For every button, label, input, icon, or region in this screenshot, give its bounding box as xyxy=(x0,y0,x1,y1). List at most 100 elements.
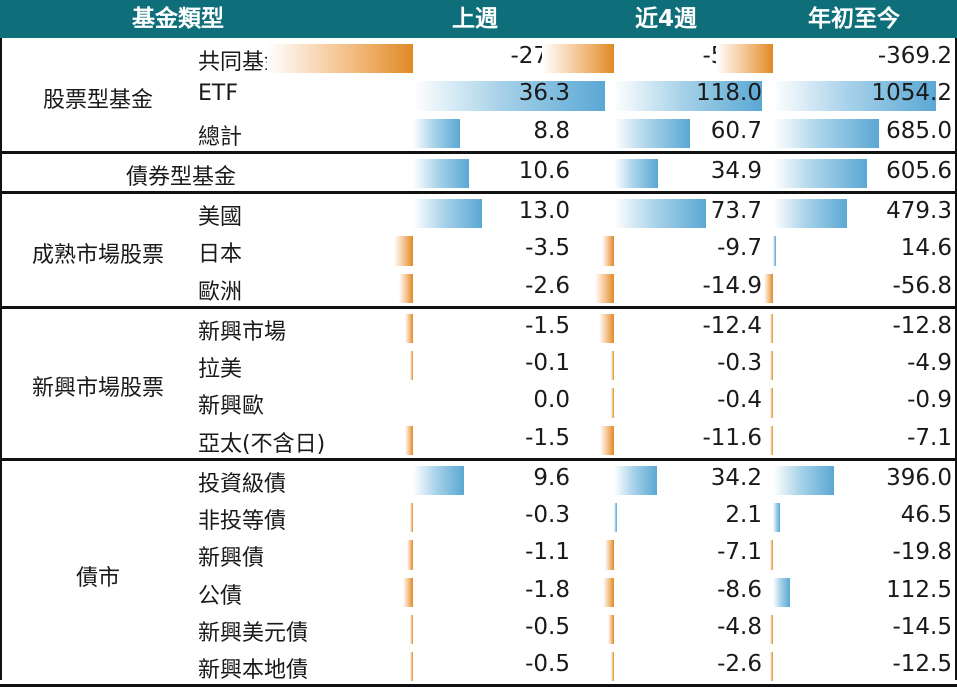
value-cell: 14.6 xyxy=(900,235,952,262)
value-cell: 9.6 xyxy=(533,464,570,491)
value-bar xyxy=(770,652,773,682)
value-bar xyxy=(267,44,413,74)
value-cell: -14.5 xyxy=(892,613,952,640)
value-cell: -1.1 xyxy=(525,539,570,566)
value-bar xyxy=(773,81,937,111)
value-cell: -0.3 xyxy=(525,502,570,528)
value-bar xyxy=(611,351,614,381)
row-label: 投資級債 xyxy=(198,471,287,497)
section-name: 債券型基金 xyxy=(126,165,237,191)
value-bar xyxy=(770,388,773,418)
value-cell: -19.8 xyxy=(892,539,952,566)
value-bar xyxy=(394,236,413,266)
value-bar xyxy=(764,273,773,303)
value-bar xyxy=(598,313,614,343)
value-bar xyxy=(405,313,413,343)
value-cell: 0.0 xyxy=(533,387,570,414)
value-bar xyxy=(773,236,776,266)
value-bar xyxy=(770,351,773,381)
row-label: 亞太(不含日) xyxy=(198,431,326,457)
value-bar xyxy=(610,652,614,682)
value-bar xyxy=(715,44,773,74)
value-bar xyxy=(410,652,413,682)
value-cell: -0.4 xyxy=(717,387,762,414)
value-bar xyxy=(773,577,791,607)
value-cell: 685.0 xyxy=(886,117,952,144)
value-cell: -1.8 xyxy=(525,576,570,603)
value-cell: -12.5 xyxy=(892,651,952,677)
value-cell: -1.5 xyxy=(525,312,570,339)
value-cell: -0.3 xyxy=(717,350,762,376)
header-four-weeks: 近4週 xyxy=(635,6,698,32)
value-cell: -9.7 xyxy=(717,235,762,262)
value-cell: -56.8 xyxy=(892,272,952,299)
row-label: 新興歐 xyxy=(198,394,265,420)
section-divider xyxy=(0,457,957,461)
value-bar xyxy=(601,236,614,266)
header-ytd: 年初至今 xyxy=(808,6,900,32)
value-cell: 479.3 xyxy=(886,198,952,224)
value-bar xyxy=(770,614,773,644)
value-cell: 8.8 xyxy=(533,117,570,144)
row-label: 新興市場 xyxy=(198,319,287,345)
value-cell: 112.5 xyxy=(886,576,952,603)
row-label: 新興債 xyxy=(198,546,265,572)
value-cell: -7.1 xyxy=(717,539,762,566)
value-cell: 396.0 xyxy=(886,464,952,491)
value-bar xyxy=(399,273,413,303)
value-cell: -3.5 xyxy=(525,235,570,262)
value-bar xyxy=(614,503,617,533)
value-bar xyxy=(403,577,413,607)
value-cell: -12.8 xyxy=(892,312,952,339)
value-bar xyxy=(773,158,867,188)
value-cell: -1.5 xyxy=(525,424,570,451)
section-divider xyxy=(0,305,957,309)
value-bar xyxy=(407,540,413,570)
value-cell: -7.1 xyxy=(907,424,952,451)
value-cell: -2.6 xyxy=(525,272,570,299)
value-bar xyxy=(413,81,606,111)
value-cell: 605.6 xyxy=(886,157,952,184)
row-label: 新興美元債 xyxy=(198,620,309,646)
value-cell: 46.5 xyxy=(900,502,952,528)
row-label: ETF xyxy=(198,81,238,107)
value-cell: -4.8 xyxy=(717,613,762,640)
section-divider xyxy=(0,191,957,194)
value-bar xyxy=(773,199,848,229)
value-cell: 13.0 xyxy=(518,198,570,224)
row-label: 美國 xyxy=(198,205,243,230)
value-cell: -0.5 xyxy=(525,651,570,677)
value-bar xyxy=(410,351,413,381)
table-header: 基金類型 上週 近4週 年初至今 xyxy=(0,0,957,38)
value-cell: 34.9 xyxy=(710,157,762,184)
table-border-left xyxy=(0,38,2,680)
table-border-right xyxy=(955,38,957,680)
value-bar xyxy=(769,540,773,570)
value-bar xyxy=(405,425,413,455)
section-name: 新興市場股票 xyxy=(31,376,164,402)
value-cell: -369.2 xyxy=(877,43,952,69)
value-bar xyxy=(773,118,880,148)
value-cell: 34.2 xyxy=(710,464,762,491)
row-label: 歐洲 xyxy=(198,279,243,305)
row-label: 總計 xyxy=(198,124,243,150)
value-bar xyxy=(770,313,773,343)
value-bar xyxy=(611,388,614,418)
value-cell: -2.6 xyxy=(717,651,762,677)
value-bar xyxy=(608,614,614,644)
value-bar xyxy=(413,158,470,188)
value-bar xyxy=(413,465,464,495)
section-name: 股票型基金 xyxy=(42,87,153,113)
row-label: 公債 xyxy=(198,583,243,609)
value-cell: 118.0 xyxy=(696,80,762,107)
value-bar xyxy=(603,577,614,607)
value-cell: -4.9 xyxy=(907,350,952,376)
row-label: 日本 xyxy=(198,242,243,268)
row-label: 非投等債 xyxy=(198,509,287,534)
value-cell: -8.6 xyxy=(717,576,762,603)
value-bar xyxy=(773,465,835,495)
value-bar xyxy=(614,118,690,148)
value-cell: 10.6 xyxy=(518,157,570,184)
value-bar xyxy=(605,540,614,570)
header-last-week: 上週 xyxy=(452,6,498,32)
